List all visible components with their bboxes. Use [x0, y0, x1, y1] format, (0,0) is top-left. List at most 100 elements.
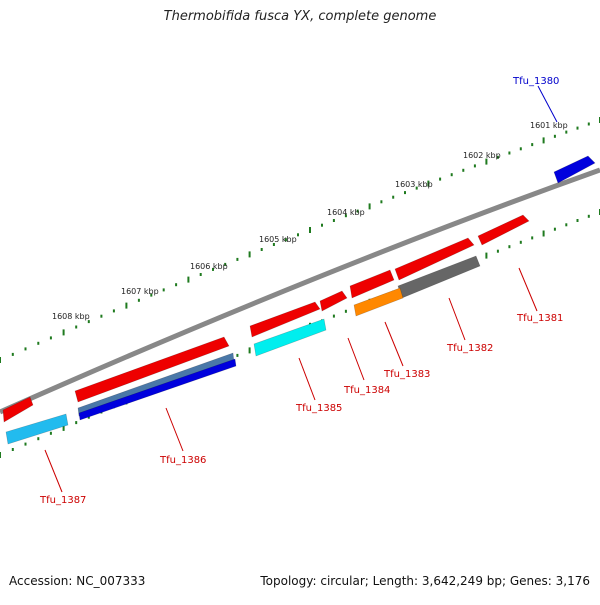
gene-label-tfu-1385[interactable]: Tfu_1385 [295, 403, 342, 414]
inner-tick [565, 223, 568, 227]
kbp-labels: 1601 kbp 1602 kbp 1603 kbp 1604 kbp 1605… [52, 121, 568, 321]
gene-feature-tfu-1380[interactable] [553, 155, 596, 184]
kbp-label-1603: 1603 kbp [395, 180, 433, 189]
outer-tick [24, 347, 27, 351]
outer-tick [175, 283, 178, 287]
outer-tick [508, 151, 511, 155]
outer-tick [272, 243, 275, 246]
outer-tick [0, 357, 1, 363]
outer-tick [404, 191, 406, 195]
outer-tick [137, 298, 140, 302]
gene-label-tfu-1384[interactable]: Tfu_1384 [343, 385, 390, 396]
outer-tick [125, 302, 128, 309]
outer-tick [587, 122, 590, 126]
inner-tick [236, 353, 239, 357]
leader-tfu-1380 [537, 85, 558, 123]
gene-label-tfu-1387[interactable]: Tfu_1387 [39, 495, 86, 506]
outer-tick [462, 168, 465, 172]
inner-tick [24, 442, 27, 446]
label-leader-lines [44, 85, 558, 493]
outer-tick [542, 137, 545, 144]
gene-label-tfu-1383[interactable]: Tfu_1383 [383, 369, 430, 380]
leader-tfu-1383 [384, 321, 404, 367]
inner-tick [62, 424, 65, 431]
kbp-label-1608: 1608 kbp [52, 312, 90, 321]
outer-tick [112, 309, 115, 313]
inner-tick [344, 309, 347, 313]
gene-feature-tfu-1386-alt2[interactable] [78, 358, 237, 421]
outer-tick [284, 238, 287, 242]
outer-tick [75, 325, 78, 329]
outer-tick [199, 273, 202, 276]
outer-tick [565, 130, 568, 134]
gene-feature-tfu-1383[interactable] [349, 269, 395, 299]
outer-tick [260, 248, 263, 251]
outer-tick [87, 320, 90, 324]
outer-tick [415, 186, 418, 190]
gene-feature-tfu-1385-alt[interactable] [253, 318, 327, 357]
inner-tick [49, 431, 52, 435]
inner-tick [485, 252, 488, 259]
inner-tick [576, 219, 579, 222]
outer-tick [531, 143, 534, 147]
inner-tick [332, 314, 335, 318]
leader-tfu-1387 [44, 449, 63, 493]
inner-tick [508, 245, 511, 249]
gene-label-tfu-1381[interactable]: Tfu_1381 [516, 313, 563, 324]
gene-feature-tfu-1383-alt[interactable] [353, 287, 404, 317]
outer-tick [485, 158, 488, 165]
inner-tick [11, 448, 14, 451]
leader-tfu-1382 [448, 297, 466, 341]
gene-feature-tfu-1387-alt[interactable] [5, 413, 69, 445]
gene-labels: Tfu_1380 Tfu_1381 Tfu_1382 Tfu_1383 Tfu_… [39, 76, 563, 506]
outer-tick [392, 195, 395, 199]
outer-tick [321, 223, 323, 227]
inner-tick [496, 249, 499, 253]
kbp-label-1601: 1601 kbp [530, 121, 568, 130]
outer-tick [162, 288, 165, 292]
outer-tick [519, 147, 522, 151]
outer-tick [380, 200, 383, 204]
outer-tick [62, 329, 65, 336]
outer-tick [553, 134, 556, 138]
outer-tick [356, 209, 359, 213]
outer-tick [224, 262, 227, 266]
outer-tick [439, 177, 442, 181]
inner-tick [553, 227, 556, 231]
inner-tick [587, 214, 590, 218]
gene-feature-tfu-1386[interactable] [74, 336, 230, 403]
gene-features [2, 155, 596, 445]
outer-tick-track [0, 117, 600, 363]
gene-feature-tfu-1381[interactable] [477, 214, 530, 246]
outer-tick [473, 164, 476, 168]
inner-tick [37, 437, 40, 441]
kbp-label-1605: 1605 kbp [259, 235, 297, 244]
inner-tick [248, 347, 251, 354]
outer-tick [368, 203, 371, 210]
gene-feature-tfu-1385[interactable] [249, 301, 321, 338]
outer-tick [496, 155, 499, 159]
outer-tick [187, 276, 190, 283]
gene-feature-tfu-1384[interactable] [319, 290, 348, 312]
gene-label-tfu-1382[interactable]: Tfu_1382 [446, 343, 493, 354]
gene-feature-tfu-1387[interactable] [2, 396, 34, 423]
gene-label-tfu-1386[interactable]: Tfu_1386 [159, 455, 206, 466]
inner-tick [75, 421, 78, 425]
inner-tick [531, 236, 534, 240]
map-title: Thermobifida fusca YX, complete genome [163, 9, 437, 24]
outer-tick [576, 126, 579, 130]
outer-tick [427, 180, 430, 187]
outer-tick [37, 341, 40, 345]
outer-tick [11, 352, 14, 356]
inner-tick [519, 240, 522, 244]
leader-tfu-1381 [518, 267, 538, 312]
outer-tick [450, 173, 453, 177]
outer-tick [212, 267, 214, 271]
kbp-label-1607: 1607 kbp [121, 287, 159, 296]
kbp-label-1602: 1602 kbp [463, 151, 501, 160]
gene-label-tfu-1380[interactable]: Tfu_1380 [512, 76, 559, 87]
gene-feature-tfu-1382[interactable] [394, 237, 475, 281]
leader-tfu-1385 [298, 357, 316, 401]
